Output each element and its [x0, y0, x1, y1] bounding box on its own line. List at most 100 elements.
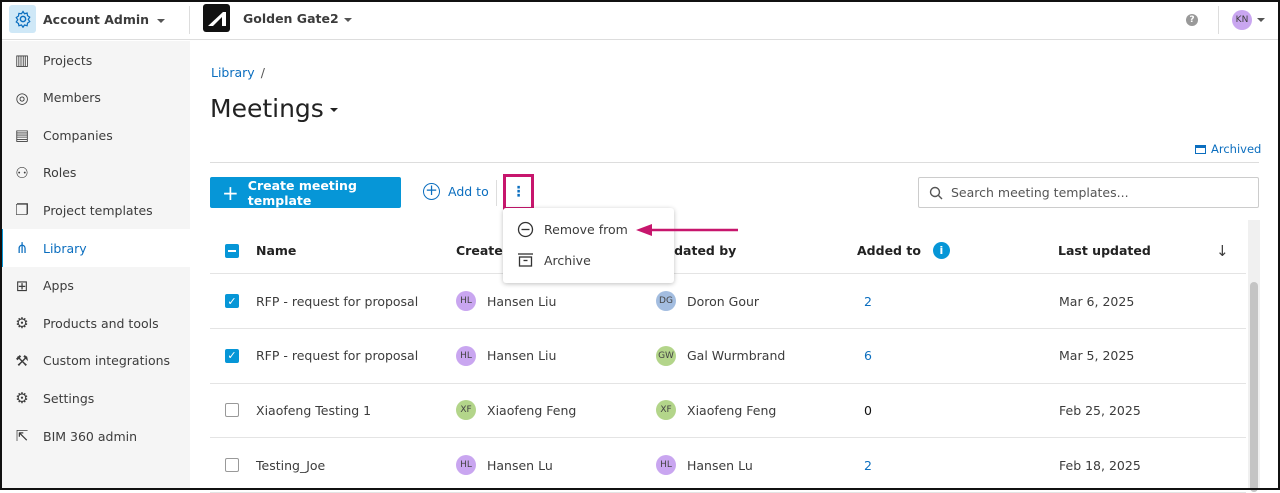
sidebar-item-project-templates[interactable]: ❐ Project templates: [0, 191, 190, 229]
col-last-updated[interactable]: Last updated: [1058, 243, 1151, 258]
company-icon: ▤: [14, 126, 30, 145]
table-row[interactable]: Xiaofeng Testing 1 XF Xiaofeng Feng XF Xia…: [210, 383, 1246, 439]
template-name[interactable]: Testing_Joe: [256, 457, 326, 473]
created-by: HL Hansen Liu: [456, 329, 556, 383]
sidebar-item-label: Members: [43, 90, 101, 106]
updated-by-name: Hansen Lu: [687, 457, 753, 473]
gear-icon: ⚙: [15, 389, 29, 408]
role-icon: ⚇: [15, 163, 29, 182]
top-bar: Account Admin Golden Gate2 ? KN: [0, 0, 1280, 40]
col-updated-by[interactable]: Updated by: [655, 243, 737, 258]
row-checkbox[interactable]: ✓: [225, 294, 239, 308]
breadcrumb: Library /: [211, 65, 265, 80]
plus-icon: +: [222, 180, 239, 205]
breadcrumb-library[interactable]: Library: [211, 65, 255, 80]
avatar: XF: [456, 400, 476, 421]
template-name[interactable]: RFP - request for proposal: [256, 348, 419, 364]
chevron-down-icon: [329, 108, 338, 112]
updated-by-name: Doron Gour: [687, 293, 760, 309]
sidebar-item-projects[interactable]: ▥ Projects: [0, 41, 190, 79]
select-all-checkbox[interactable]: [225, 243, 239, 258]
sidebar: ▥ Projects ◎ Members ▤ Companies ⚇ Roles ❐ Projec…: [0, 41, 190, 490]
search-input[interactable]: Search meeting templates...: [918, 177, 1259, 208]
col-added-to-label: Added to: [857, 243, 921, 258]
archived-link[interactable]: Archived: [1195, 142, 1261, 156]
sidebar-item-label: Apps: [43, 278, 74, 294]
account-switcher[interactable]: Account Admin: [43, 12, 166, 27]
template-name[interactable]: Xiaofeng Testing 1: [256, 402, 372, 418]
table-header: Name Created by Updated by Added to i Las…: [210, 228, 1246, 274]
scrollbar-thumb[interactable]: [1250, 282, 1258, 492]
chevron-down-icon: [343, 17, 352, 22]
page-title[interactable]: Meetings: [210, 94, 338, 123]
search-icon: [929, 186, 943, 199]
updated-by: GW Gal Wurmbrand: [656, 329, 785, 383]
sidebar-item-custom-integrations[interactable]: ⚒ Custom integrations: [0, 342, 190, 380]
row-checkbox[interactable]: [225, 458, 239, 473]
table-row[interactable]: Testing_Joe HL Hansen Lu HL Hansen Lu 2 Fe…: [210, 438, 1246, 493]
menu-item-archive[interactable]: Archive: [517, 252, 591, 269]
sort-arrow-down-icon[interactable]: ↓: [1216, 241, 1229, 260]
project-switcher[interactable]: Golden Gate2: [243, 11, 352, 26]
added-to-count: 0: [864, 402, 872, 418]
sidebar-item-label: Companies: [43, 127, 113, 143]
external-link-icon: ⇱: [15, 427, 29, 445]
updated-by: HL Hansen Lu: [656, 438, 753, 492]
add-to-button[interactable]: + Add to: [423, 183, 489, 200]
project-name: Golden Gate2: [243, 11, 339, 26]
last-updated: Feb 18, 2025: [1059, 457, 1141, 473]
create-meeting-template-button[interactable]: + Create meeting template: [210, 177, 401, 208]
avatar[interactable]: KN: [1232, 10, 1252, 30]
archive-icon: [518, 253, 533, 267]
sidebar-item-label: Library: [43, 240, 87, 256]
building-icon: ▥: [14, 51, 30, 69]
sidebar-item-label: Roles: [43, 165, 77, 181]
last-updated: Mar 6, 2025: [1059, 293, 1135, 309]
added-to-count[interactable]: 2: [864, 457, 872, 473]
created-by: HL Hansen Lu: [456, 438, 553, 492]
divider: [496, 180, 497, 206]
col-name[interactable]: Name: [256, 243, 297, 258]
last-updated: Feb 25, 2025: [1059, 402, 1141, 418]
table-row[interactable]: ✓ RFP - request for proposal HL Hansen Li…: [210, 329, 1246, 384]
sidebar-item-label: Custom integrations: [43, 353, 171, 369]
sidebar-item-apps[interactable]: ⊞ Apps: [0, 267, 190, 305]
menu-item-remove-from[interactable]: Remove from: [517, 221, 628, 238]
sidebar-item-settings[interactable]: ⚙ Settings: [0, 379, 190, 417]
avatar: DG: [656, 291, 676, 311]
sidebar-item-roles[interactable]: ⚇ Roles: [0, 154, 190, 192]
archived-label: Archived: [1211, 142, 1262, 156]
updated-by: DG Doron Gour: [656, 274, 759, 328]
avatar: HL: [656, 455, 676, 476]
row-checkbox[interactable]: [225, 403, 239, 418]
sidebar-item-bim-360-admin[interactable]: ⇱ BIM 360 admin: [0, 417, 190, 455]
updated-by-name: Xiaofeng Feng: [687, 402, 777, 418]
created-by-name: Hansen Liu: [487, 348, 557, 364]
sidebar-item-label: Products and tools: [43, 315, 159, 331]
avatar: HL: [456, 345, 476, 366]
sidebar-item-companies[interactable]: ▤ Companies: [0, 116, 190, 154]
table-row[interactable]: ✓ RFP - request for proposal HL Hansen Li…: [210, 274, 1246, 329]
chevron-down-icon[interactable]: [1257, 18, 1265, 22]
sidebar-item-members[interactable]: ◎ Members: [0, 79, 190, 117]
added-to-count[interactable]: 2: [864, 293, 872, 309]
question-circle-icon[interactable]: ?: [1186, 14, 1198, 26]
more-options-button[interactable]: ⋮: [503, 174, 534, 210]
col-added-to[interactable]: Added to i: [857, 228, 950, 273]
breadcrumb-separator: /: [260, 65, 265, 80]
template-name[interactable]: RFP - request for proposal: [256, 293, 419, 309]
template-icon: ❐: [15, 201, 29, 220]
sidebar-item-label: Projects: [43, 52, 93, 68]
row-checkbox[interactable]: ✓: [225, 348, 239, 363]
sidebar-item-library[interactable]: ⋔ Library: [0, 229, 190, 267]
last-updated: Mar 5, 2025: [1059, 348, 1135, 364]
created-by-name: Xiaofeng Feng: [487, 402, 577, 418]
callout-arrow-icon: [636, 224, 738, 236]
info-icon[interactable]: i: [932, 242, 950, 259]
account-admin-gear-icon[interactable]: [9, 5, 36, 33]
apps-grid-icon: ⊞: [15, 276, 29, 295]
added-to-count[interactable]: 6: [864, 348, 872, 364]
account-name: Account Admin: [43, 12, 150, 27]
more-options-menu: Remove from Archive: [503, 208, 674, 283]
sidebar-item-products-and-tools[interactable]: ⚙ Products and tools: [0, 304, 190, 342]
